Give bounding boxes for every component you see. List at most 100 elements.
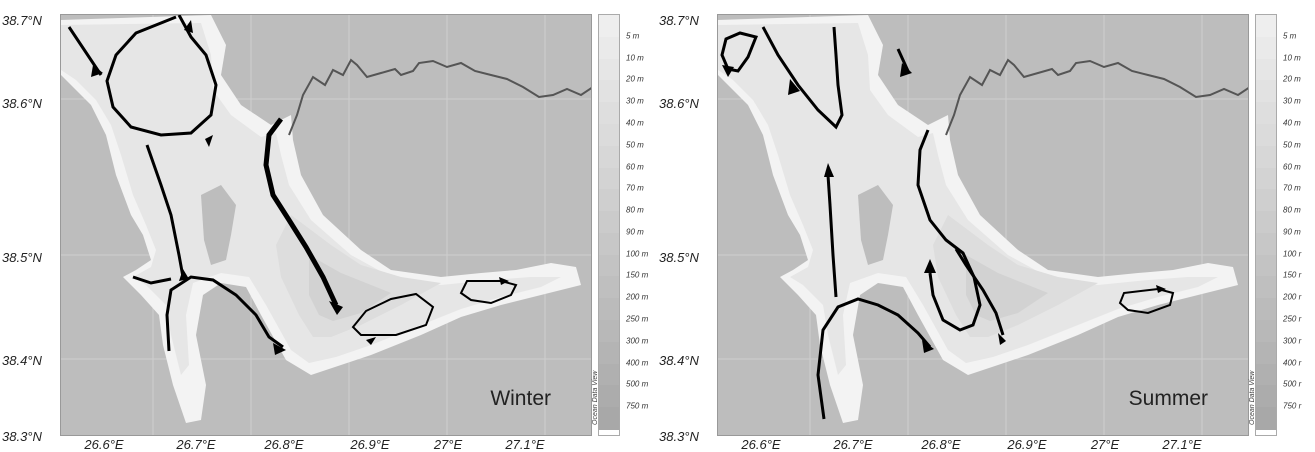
colorbar-step bbox=[1256, 58, 1276, 82]
current-arrow bbox=[263, 117, 339, 307]
colorbar-step bbox=[599, 167, 619, 191]
colorbar-step bbox=[1256, 254, 1276, 278]
depth-label: 300 r bbox=[1283, 336, 1302, 346]
lat-label: 38.3°N bbox=[2, 429, 42, 444]
current-arrow bbox=[816, 297, 932, 420]
river-line bbox=[288, 58, 591, 136]
colorbar-step bbox=[1256, 167, 1276, 191]
colorbar-step bbox=[1256, 407, 1276, 430]
lon-label: 26.8°E bbox=[264, 437, 304, 452]
depth-label: 90 m bbox=[626, 227, 644, 237]
depth-label: 40 m bbox=[626, 118, 644, 128]
winter-panel: 38.7°N 38.6°N 38.5°N 38.4°N 38.3°N bbox=[0, 0, 650, 452]
colorbar-step bbox=[1256, 341, 1276, 365]
depth-label: 750 r bbox=[1283, 401, 1302, 411]
island bbox=[858, 185, 893, 265]
colorbar-step bbox=[599, 385, 619, 409]
depth-label: 150 r bbox=[1283, 270, 1302, 280]
depth-label: 80 m bbox=[1283, 205, 1301, 215]
current-eddy bbox=[720, 31, 759, 73]
depth-label: 60 m bbox=[626, 162, 644, 172]
colorbar-step bbox=[1256, 102, 1276, 125]
arrowhead bbox=[91, 65, 103, 77]
lon-label: 26.6°E bbox=[84, 437, 124, 452]
depth-label: 30 m bbox=[626, 96, 644, 106]
colorbar-step bbox=[599, 276, 619, 300]
lat-label: 38.6°N bbox=[659, 96, 699, 111]
depth-label: 5 m bbox=[1283, 31, 1297, 41]
depth-label: 50 m bbox=[1283, 140, 1301, 150]
depth-label: 50 m bbox=[626, 140, 644, 150]
island bbox=[888, 315, 903, 345]
colorbar-step bbox=[599, 36, 619, 60]
arrowhead bbox=[366, 337, 376, 345]
colorbar-step bbox=[1256, 276, 1276, 300]
depth-label: 100 r bbox=[1283, 249, 1302, 259]
current-arrow bbox=[132, 275, 172, 285]
depth-label: 500 m bbox=[626, 379, 649, 389]
depth-label: 200 r bbox=[1283, 292, 1302, 302]
lat-label: 38.7°N bbox=[2, 13, 42, 28]
arrowhead bbox=[184, 20, 193, 33]
lat-label: 38.7°N bbox=[659, 13, 699, 28]
depth-label: 250 m bbox=[626, 314, 649, 324]
colorbar-step bbox=[599, 145, 619, 169]
current-arrows bbox=[720, 26, 1175, 420]
lat-label: 38.5°N bbox=[2, 250, 42, 265]
bathymetry-map bbox=[718, 15, 1248, 435]
lon-label: 26.7°E bbox=[176, 437, 216, 452]
river-line bbox=[945, 58, 1248, 136]
arrowhead bbox=[900, 63, 912, 77]
colorbar-step bbox=[1256, 385, 1276, 409]
depth-label: 40 m bbox=[1283, 118, 1301, 128]
colorbar-step bbox=[599, 102, 619, 125]
lon-label: 27°E bbox=[433, 437, 463, 452]
arrowhead bbox=[722, 65, 734, 77]
current-arrow bbox=[954, 248, 1005, 336]
arrowhead bbox=[922, 340, 934, 353]
lon-label: 26.7°E bbox=[833, 437, 873, 452]
current-arrow bbox=[761, 26, 844, 130]
colorbar-step bbox=[1256, 189, 1276, 213]
current-arrow bbox=[105, 15, 218, 137]
current-arrow bbox=[145, 144, 185, 278]
lon-label: 26.9°E bbox=[1007, 437, 1047, 452]
arrowhead bbox=[924, 259, 936, 273]
current-eddy bbox=[351, 292, 435, 336]
arrowhead bbox=[179, 269, 189, 281]
island bbox=[231, 315, 246, 345]
summer-panel: 38.7°N 38.6°N 38.5°N 38.4°N 38.3°N bbox=[657, 0, 1307, 452]
deep-basin bbox=[309, 255, 391, 321]
odv-credit: Ocean Data View bbox=[1249, 370, 1256, 425]
depth-colorbar bbox=[1255, 14, 1277, 436]
colorbar-step bbox=[599, 341, 619, 365]
colorbar-step bbox=[1256, 36, 1276, 60]
lat-label: 38.3°N bbox=[659, 429, 699, 444]
arrowhead bbox=[1156, 285, 1166, 293]
arrowheads bbox=[91, 20, 509, 355]
colorbar-step bbox=[599, 298, 619, 322]
colorbar-step bbox=[1256, 232, 1276, 256]
bathymetry-map bbox=[61, 15, 591, 435]
lat-label: 38.6°N bbox=[2, 96, 42, 111]
arrowhead bbox=[998, 333, 1006, 345]
colorbar-step bbox=[599, 15, 619, 38]
colorbar-step bbox=[599, 123, 619, 147]
colorbar-step bbox=[1256, 298, 1276, 322]
depth-label: 200 m bbox=[626, 292, 649, 302]
lon-label: 27.1°E bbox=[505, 437, 545, 452]
arrowhead bbox=[824, 163, 834, 177]
lon-label: 26.6°E bbox=[741, 437, 781, 452]
colorbar-step bbox=[1256, 80, 1276, 104]
deep-basin bbox=[966, 255, 1048, 321]
depth-label: 60 m bbox=[1283, 162, 1301, 172]
depth-label: 750 m bbox=[626, 401, 649, 411]
current-arrow bbox=[165, 275, 284, 352]
map-area: Summer bbox=[717, 14, 1249, 436]
colorbar-step bbox=[1256, 320, 1276, 343]
colorbar-step bbox=[599, 232, 619, 256]
lon-label: 26.9°E bbox=[350, 437, 390, 452]
current-arrows bbox=[67, 15, 518, 352]
colorbar-step bbox=[599, 254, 619, 278]
colorbar-step bbox=[1256, 211, 1276, 234]
